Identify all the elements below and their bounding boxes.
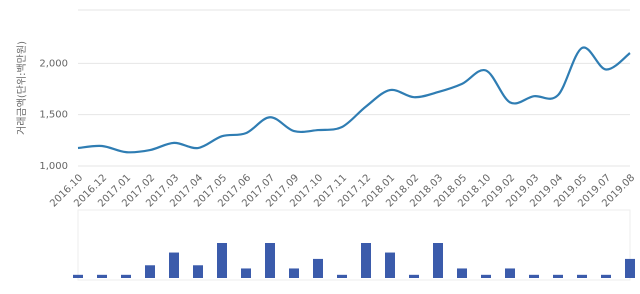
volume-bar	[577, 274, 587, 278]
volume-bar	[553, 274, 563, 278]
volume-bar	[433, 243, 443, 278]
volume-bar	[121, 274, 131, 278]
volume-bar	[409, 274, 419, 278]
volume-bar	[505, 268, 515, 278]
volume-bar	[337, 274, 347, 278]
volume-bar	[145, 265, 155, 278]
volume-bar	[361, 243, 371, 278]
volume-bar	[385, 252, 395, 278]
volume-panel	[77, 209, 631, 281]
volume-bar	[481, 274, 491, 278]
volume-bar	[97, 274, 107, 278]
volume-bar	[265, 243, 275, 278]
volume-bar	[457, 268, 467, 278]
volume-bar	[169, 252, 179, 278]
y-tick-label: 1,000	[39, 161, 68, 172]
y-tick-label: 1,500	[39, 110, 68, 121]
volume-bar	[73, 274, 83, 278]
volume-bar	[529, 274, 539, 278]
volume-bar	[625, 258, 635, 278]
volume-bar	[289, 268, 299, 278]
y-tick-label: 2,000	[39, 58, 68, 69]
volume-bar	[601, 274, 611, 278]
price-line	[77, 46, 631, 154]
volume-bar	[217, 243, 227, 278]
y-axis-label: 거래금액(단위:백만원)	[15, 41, 28, 135]
volume-bar	[313, 258, 323, 278]
volume-bar	[193, 265, 203, 278]
volume-bar	[241, 268, 251, 278]
